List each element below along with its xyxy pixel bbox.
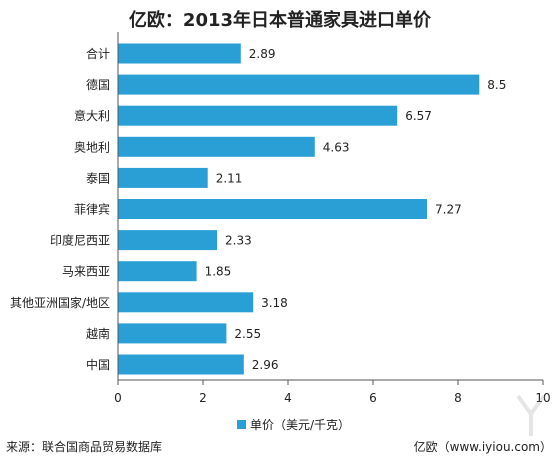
x-tick-label-5: 10	[535, 391, 550, 405]
x-tick-label-0: 0	[114, 391, 122, 405]
value-label-10: 2.96	[252, 358, 279, 372]
category-label-6: 印度尼西亚	[50, 233, 110, 248]
category-label-0: 合计	[86, 46, 110, 61]
credit-note: 亿欧（www.iyiou.com）	[413, 440, 552, 454]
bar-4	[118, 167, 208, 188]
value-label-5: 7.27	[435, 203, 462, 217]
value-label-6: 2.33	[225, 234, 252, 248]
value-label-9: 2.55	[234, 327, 261, 341]
bar-9	[118, 323, 227, 344]
chart-title: 亿欧：2013年日本普通家具进口单价	[128, 10, 432, 31]
bar-5	[118, 199, 427, 219]
category-label-5: 菲律宾	[74, 202, 110, 217]
category-label-2: 意大利	[74, 108, 110, 123]
value-label-4: 2.11	[216, 171, 243, 185]
x-tick-label-3: 6	[369, 391, 377, 405]
category-label-8: 其他亚洲国家/地区	[10, 295, 110, 310]
category-label-3: 奥地利	[74, 140, 110, 154]
x-tick-label-4: 8	[454, 391, 462, 405]
bar-1	[118, 74, 480, 95]
bar-10	[118, 354, 244, 375]
source-note: 来源：联合国商品贸易数据库	[6, 440, 163, 454]
category-label-9: 越南	[86, 326, 110, 341]
value-label-0: 2.89	[249, 47, 276, 61]
bar-2	[118, 105, 398, 126]
x-tick-label-1: 2	[199, 391, 207, 405]
value-label-7: 1.85	[205, 265, 232, 279]
category-label-7: 马来西亚	[62, 265, 110, 279]
value-label-8: 3.18	[261, 296, 288, 310]
value-label-2: 6.57	[405, 109, 432, 123]
category-label-1: 德国	[86, 77, 110, 92]
bar-8	[118, 292, 254, 313]
bar-3	[118, 136, 315, 157]
x-tick-label-2: 4	[284, 391, 292, 405]
value-label-1: 8.5	[487, 78, 506, 92]
bar-7	[118, 261, 197, 282]
bar-6	[118, 230, 217, 251]
category-label-10: 中国	[86, 357, 110, 372]
category-label-4: 泰国	[86, 171, 110, 185]
watermark-logo-icon	[516, 394, 546, 436]
value-label-3: 4.63	[323, 140, 350, 154]
legend-label: 单价（美元/千克）	[250, 418, 350, 432]
bar-0	[118, 43, 241, 64]
legend-swatch	[237, 420, 246, 429]
